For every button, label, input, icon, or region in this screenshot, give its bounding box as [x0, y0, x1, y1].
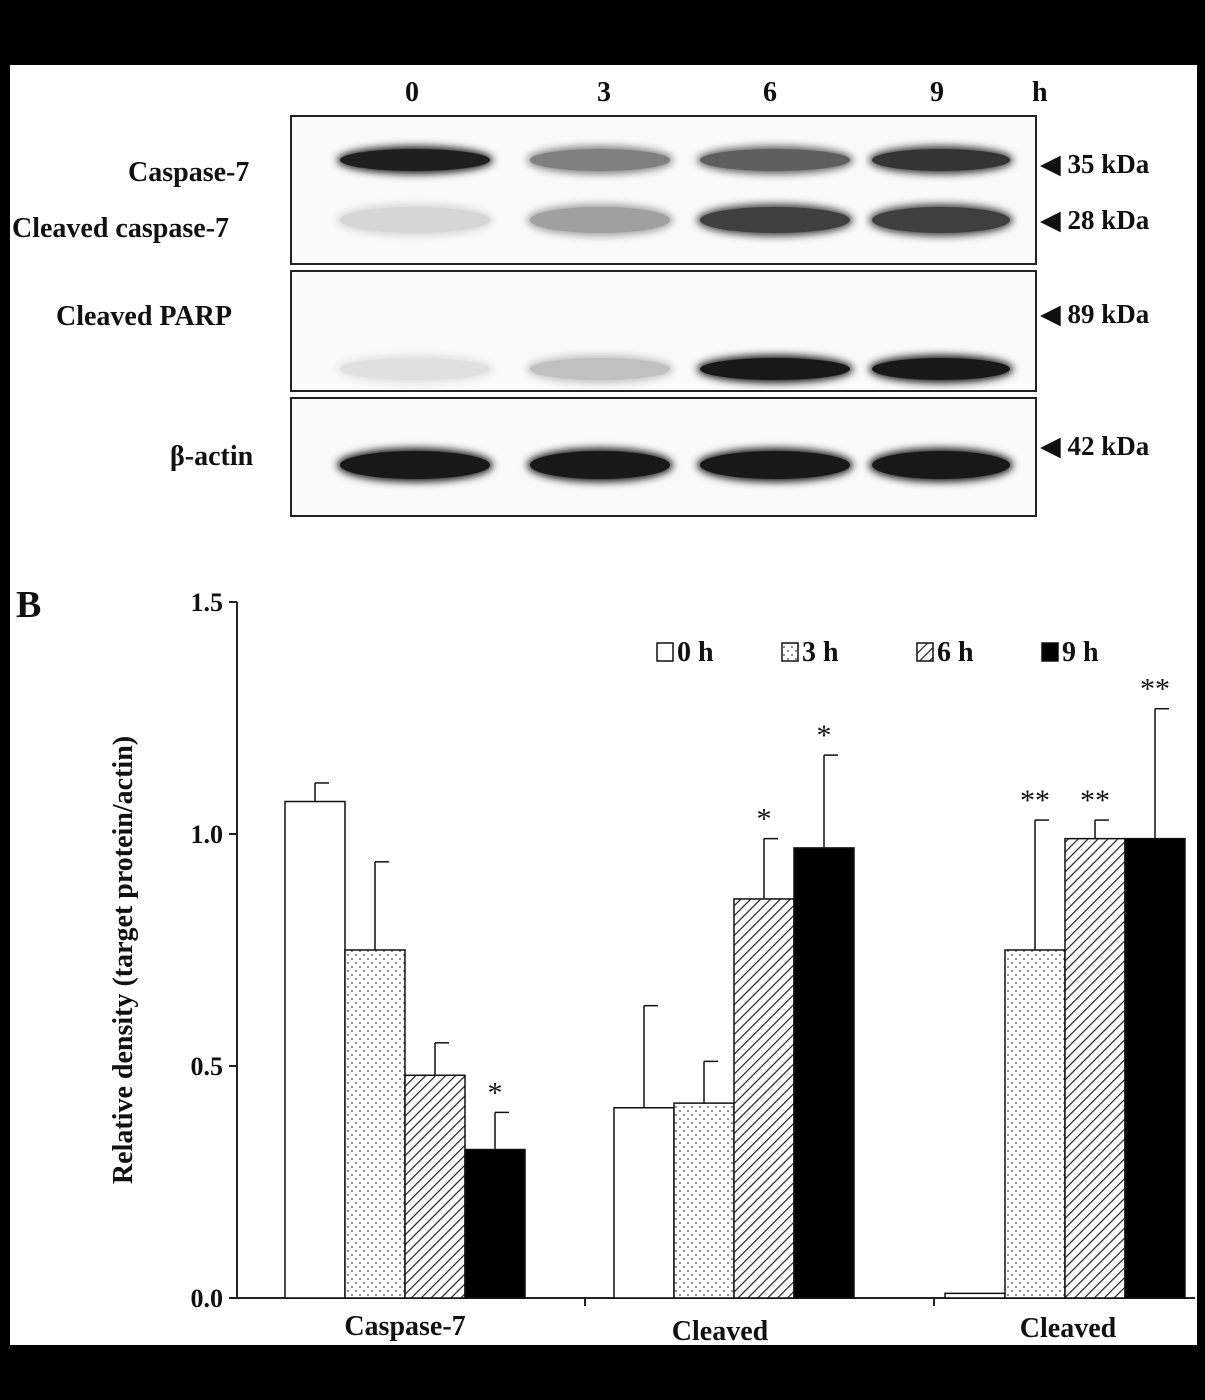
mw-label-89: 89 kDa: [1067, 299, 1150, 329]
blot-box-actin: [290, 397, 1037, 517]
legend-label-0: 0 h: [677, 637, 714, 668]
cleaved-parp-band-2: [700, 358, 850, 380]
bar-0h-0: [284, 800, 346, 1299]
panel-letter-b: B: [16, 584, 42, 626]
significance-mark-3-1: *: [817, 719, 832, 752]
mw-marker-89: ◀ 89 kDa: [1040, 299, 1149, 330]
bar-9h-0: [464, 1148, 526, 1299]
y-tick-label-0: 0.0: [191, 1284, 224, 1313]
category-label-1: Cleaved: [672, 1316, 769, 1345]
legend-swatch-2: [916, 642, 934, 662]
mw-marker-28: ◀ 28 kDa: [1040, 205, 1149, 236]
arrow-left-icon: ◀: [1040, 431, 1061, 461]
blot-box-caspase7: [290, 115, 1037, 265]
bar-6h-0: [404, 1074, 466, 1299]
y-tick-label-3: 1.5: [191, 588, 224, 617]
category-label-2: Cleaved: [1020, 1313, 1117, 1344]
bar-0h-1: [613, 1107, 675, 1299]
caspase7-band-3: [872, 149, 1010, 171]
mw-label-42: 42 kDa: [1067, 431, 1150, 461]
row-label-cleaved-parp: Cleaved PARP: [56, 301, 232, 332]
legend-label-2: 6 h: [937, 637, 974, 668]
mw-label-35: 35 kDa: [1067, 149, 1150, 179]
row-label-beta-actin: β-actin: [170, 441, 254, 472]
bar-3h-1: [673, 1102, 735, 1299]
legend-label-1: 3 h: [802, 637, 839, 668]
significance-mark-2-2: **: [1080, 784, 1110, 817]
row-label-cleaved-caspase7: Cleaved caspase-7: [12, 213, 229, 244]
cleaved-parp-band-1: [530, 358, 670, 380]
arrow-left-icon: ◀: [1040, 205, 1061, 235]
beta-actin-band-3: [872, 451, 1010, 479]
figure: 0 3 6 9 h Caspase-7 Cleaved caspase-7 Cl…: [10, 65, 1197, 1345]
cleaved-caspase7-band-2: [700, 207, 850, 233]
bar-3h-2: [1004, 949, 1066, 1299]
bar-3h-0: [344, 949, 406, 1299]
bar-0h-2: [944, 1292, 1006, 1299]
lane-label-3: 3: [597, 77, 611, 108]
legend-swatch-3: [1041, 642, 1059, 662]
lane-unit-label: h: [1032, 77, 1048, 108]
caspase7-band-1: [530, 149, 670, 171]
cleaved-caspase7-band-0: [340, 207, 490, 233]
beta-actin-band-0: [340, 451, 490, 479]
cleaved-caspase7-band-3: [872, 207, 1010, 233]
bar-9h-2: [1124, 837, 1186, 1299]
cleaved-parp-band-3: [872, 358, 1010, 380]
significance-mark-3-2: **: [1140, 673, 1170, 706]
mw-marker-42: ◀ 42 kDa: [1040, 431, 1149, 462]
category-label-0: Caspase-7: [344, 1311, 465, 1342]
blot-box-parp: [290, 270, 1037, 392]
lane-label-9: 9: [930, 77, 944, 108]
lane-label-0: 0: [405, 77, 419, 108]
significance-mark-3-0: *: [488, 1076, 503, 1109]
legend-swatch-0: [656, 642, 674, 662]
bar-6h-2: [1064, 837, 1126, 1299]
significance-mark-2-1: *: [757, 803, 772, 836]
arrow-left-icon: ◀: [1040, 299, 1061, 329]
y-tick-label-1: 0.5: [191, 1052, 224, 1081]
beta-actin-band-1: [530, 451, 670, 479]
y-tick-label-2: 1.0: [191, 820, 224, 849]
arrow-left-icon: ◀: [1040, 149, 1061, 179]
legend-label-3: 9 h: [1062, 637, 1099, 668]
bar-6h-1: [733, 898, 795, 1299]
caspase7-band-2: [700, 149, 850, 171]
lane-label-6: 6: [763, 77, 777, 108]
beta-actin-band-2: [700, 451, 850, 479]
mw-label-28: 28 kDa: [1067, 205, 1150, 235]
caspase7-band-0: [340, 149, 490, 171]
cleaved-parp-band-0: [340, 358, 490, 380]
y-axis-label: Relative density (target protein/actin): [108, 736, 139, 1184]
significance-mark-1-2: **: [1020, 784, 1050, 817]
legend-swatch-1: [781, 642, 799, 662]
bar-9h-1: [793, 847, 855, 1299]
cleaved-caspase7-band-1: [530, 207, 670, 233]
row-label-caspase7: Caspase-7: [128, 157, 250, 188]
bar-chart: 0.0 0.5 1.0 1.5 Relative density (target pro…: [108, 588, 1195, 1345]
mw-marker-35: ◀ 35 kDa: [1040, 149, 1149, 180]
